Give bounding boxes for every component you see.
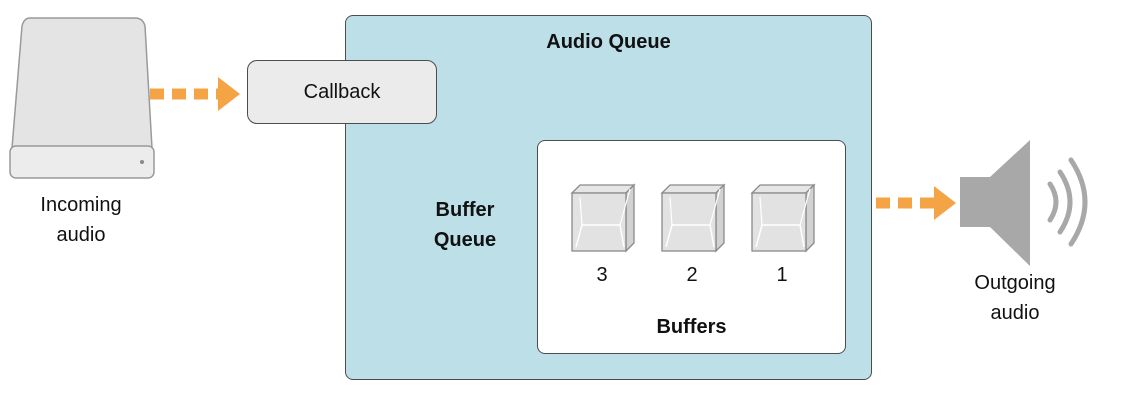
hard-drive-icon (9, 17, 155, 179)
buffer-number: 2 (686, 264, 698, 286)
audio-queue-title: Audio Queue (546, 31, 671, 53)
buffer-queue-label-line2: Queue (433, 229, 497, 251)
buffer-queue-label: Buffer Queue (400, 195, 530, 255)
incoming-audio-caption: Incoming audio (0, 190, 162, 250)
callback-label: Callback (303, 80, 381, 103)
buffer-queue-label-line1: Buffer (435, 199, 495, 221)
buffers-title: Buffers (656, 316, 727, 338)
buffer-number: 1 (776, 264, 788, 286)
speaker-icon (960, 140, 1088, 266)
outgoing-arrow (876, 186, 956, 220)
outgoing-audio-caption: Outgoing audio (950, 268, 1080, 328)
callback-box: Callback (247, 60, 437, 124)
buffer-cube-icon (750, 183, 816, 253)
incoming-arrow (150, 77, 240, 111)
buffer-cube-icon (570, 183, 636, 253)
incoming-caption-line2: audio (56, 224, 106, 246)
outgoing-caption-line1: Outgoing (974, 272, 1056, 294)
incoming-caption-line1: Incoming (40, 194, 122, 216)
buffer-cube-icon (660, 183, 726, 253)
outgoing-caption-line2: audio (990, 302, 1040, 324)
buffer-number: 3 (596, 264, 608, 286)
